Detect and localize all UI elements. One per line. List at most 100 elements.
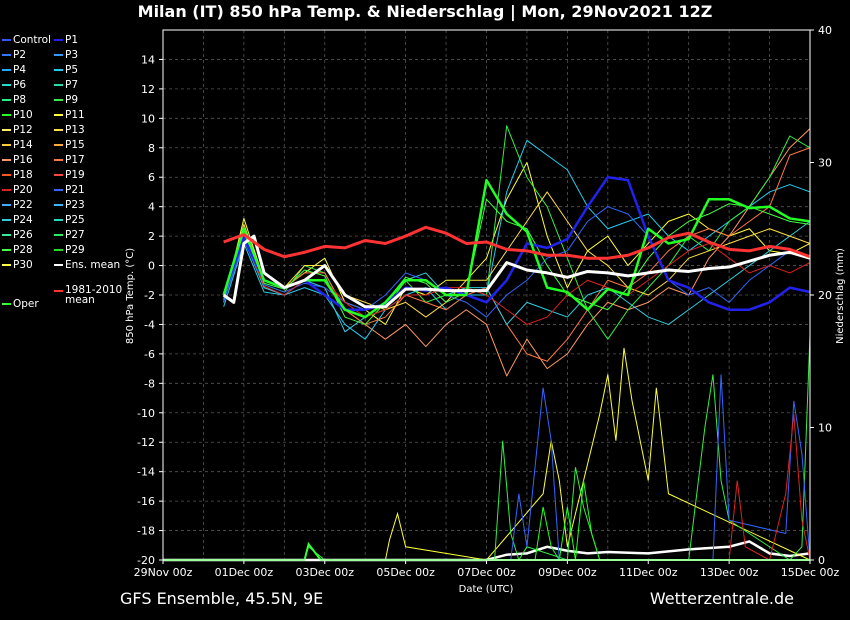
x-tick-label: 29Nov 00z (134, 566, 193, 579)
y-tick-label: -8 (144, 377, 155, 390)
legend-swatch (2, 129, 11, 131)
y-right-tick-label: 20 (818, 289, 832, 302)
x-tick-label: 03Dec 00z (295, 566, 354, 579)
legend-label: P27 (65, 229, 85, 241)
legend-label: P29 (65, 244, 85, 256)
legend-label: P2 (13, 49, 27, 61)
legend-swatch (2, 264, 11, 266)
legend-label: P5 (65, 64, 79, 76)
legend-swatch (2, 99, 11, 101)
legend-item: P18 (2, 169, 33, 181)
y-tick-label: 2 (148, 230, 155, 243)
y-tick-label: 8 (148, 142, 155, 155)
legend-item: P25 (54, 214, 85, 226)
legend-label: P11 (65, 109, 85, 121)
legend-label: P3 (65, 49, 79, 61)
legend-label: P30 (13, 259, 33, 271)
legend-swatch (54, 219, 63, 221)
legend-swatch (54, 234, 63, 236)
legend-swatch (54, 129, 63, 131)
temperature-lines (222, 125, 811, 377)
series-line (223, 139, 811, 340)
legend-swatch (54, 289, 63, 292)
legend-swatch (2, 69, 11, 71)
series-line (222, 178, 811, 319)
legend-label: P6 (13, 79, 27, 91)
y-tick-label: -12 (137, 436, 155, 449)
legend-item: P4 (2, 64, 26, 76)
legend-item: P30 (2, 259, 33, 271)
legend-item: P22 (2, 199, 33, 211)
legend-swatch (2, 159, 11, 161)
series-line (223, 191, 811, 318)
legend-swatch (54, 54, 63, 56)
legend-item: P13 (54, 124, 85, 136)
legend-label: P19 (65, 169, 85, 181)
series-line (222, 234, 811, 309)
x-tick-label: 13Dec 00z (700, 566, 759, 579)
legend-label: P8 (13, 94, 27, 106)
legend-label: P24 (13, 214, 33, 226)
legend-item: P14 (2, 139, 33, 151)
legend-label: P1 (65, 34, 79, 46)
legend-label: P20 (13, 184, 33, 196)
legend-item: P19 (54, 169, 85, 181)
x-tick-label: 05Dec 00z (376, 566, 435, 579)
precip-line (163, 347, 811, 561)
chart-title: Milan (IT) 850 hPa Temp. & Niederschlag … (137, 2, 713, 21)
legend-label: P4 (13, 64, 27, 76)
legend-swatch (2, 219, 11, 221)
legend-item: P27 (54, 229, 85, 241)
legend-swatch (54, 264, 63, 266)
y-tick-label: -2 (144, 289, 155, 302)
y-tick-label: 6 (148, 171, 155, 184)
legend-swatch (54, 39, 63, 41)
legend-item: P6 (2, 79, 26, 91)
series-line (223, 147, 811, 362)
precip-line (163, 540, 811, 562)
legend-swatch (54, 99, 63, 101)
legend-swatch (54, 69, 63, 71)
legend-swatch (2, 234, 11, 236)
y-tick-label: -16 (137, 495, 155, 508)
y-tick-label: 12 (141, 83, 155, 96)
x-tick-label: 09Dec 00z (538, 566, 597, 579)
legend-label: P10 (13, 109, 33, 121)
legend-label: P14 (13, 139, 33, 151)
legend-swatch (2, 189, 11, 191)
legend-item: P12 (2, 124, 33, 136)
legend-label: 1981-2010 mean (65, 283, 123, 306)
y-tick-label: -6 (144, 348, 155, 361)
legend-swatch (54, 84, 63, 86)
x-axis-label: Date (UTC) (459, 584, 514, 595)
legend-label: P18 (13, 169, 33, 181)
legend-swatch (2, 39, 11, 41)
y-tick-label: 0 (148, 260, 155, 273)
footer-source: Wetterzentrale.de (649, 589, 794, 608)
y-tick-label: -18 (137, 525, 155, 538)
legend-swatch (2, 174, 11, 176)
precip-line (163, 480, 810, 562)
legend-label: Oper (13, 298, 39, 310)
legend-item: P21 (54, 184, 85, 196)
legend-label: P23 (65, 199, 85, 211)
legend-swatch (2, 249, 11, 251)
legend-label: P22 (13, 199, 33, 211)
legend-item: P5 (54, 64, 78, 76)
legend-swatch (2, 204, 11, 206)
legend-swatch (2, 114, 11, 116)
y-tick-label: -10 (137, 407, 155, 420)
series-line (223, 206, 811, 318)
legend-item: P9 (54, 94, 78, 106)
legend-item: Control (2, 34, 51, 46)
legend-label: P28 (13, 244, 33, 256)
legend-label: Control (13, 34, 51, 46)
series-line (222, 175, 811, 311)
legend-label: P7 (65, 79, 79, 91)
legend-label: P26 (13, 229, 33, 241)
legend-swatch (2, 144, 11, 146)
legend-swatch (54, 204, 63, 206)
legend-item: P26 (2, 229, 33, 241)
y-right-tick-label: 0 (818, 554, 825, 567)
